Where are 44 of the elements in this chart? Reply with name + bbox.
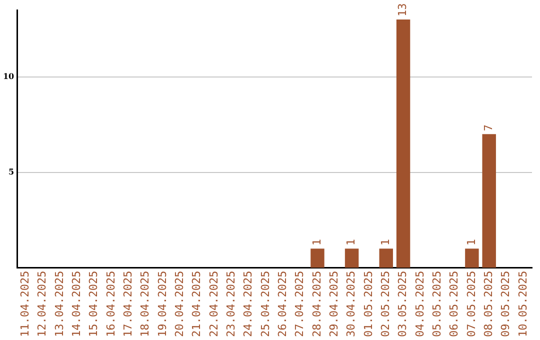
data-label: 7 bbox=[482, 124, 495, 132]
x-tick-label: 14.04.2025 bbox=[70, 270, 84, 338]
x-tick-label: 29.04.2025 bbox=[327, 270, 340, 338]
y-tick-label: 5 bbox=[8, 166, 14, 176]
data-label: 1 bbox=[464, 239, 478, 246]
x-tick-label: 23.04.2025 bbox=[224, 270, 238, 338]
x-tick-label: 09.05.2025 bbox=[499, 270, 512, 338]
x-tick-label: 30.04.2025 bbox=[344, 270, 358, 338]
bar bbox=[379, 248, 393, 268]
bar bbox=[344, 248, 359, 268]
data-label: 1 bbox=[378, 239, 392, 246]
x-tick-label: 15.04.2025 bbox=[87, 270, 100, 338]
x-tick-label: 25.04.2025 bbox=[258, 270, 272, 338]
x-tick-label: 05.05.2025 bbox=[430, 270, 444, 338]
x-tick-label: 13.04.2025 bbox=[52, 270, 66, 338]
y-tick-label: 10 bbox=[2, 70, 15, 81]
x-tick-label: 24.04.2025 bbox=[242, 270, 255, 338]
x-tick-label: 18.04.2025 bbox=[138, 270, 152, 338]
x-tick-label: 17.04.2025 bbox=[122, 270, 135, 338]
x-tick-label: 10.05.2025 bbox=[516, 270, 530, 338]
x-tick-label: 01.05.2025 bbox=[362, 270, 375, 338]
data-label: 13 bbox=[396, 3, 410, 17]
data-label: 1 bbox=[310, 239, 324, 246]
x-tick-label: 16.04.2025 bbox=[104, 270, 118, 338]
x-tick-label: 20.04.2025 bbox=[173, 270, 186, 338]
bar bbox=[396, 20, 410, 268]
bar bbox=[465, 248, 479, 268]
x-tick-label: 26.04.2025 bbox=[276, 270, 290, 338]
x-tick-label: 28.04.2025 bbox=[310, 270, 324, 338]
bar bbox=[482, 134, 496, 268]
x-tick-label: 06.05.2025 bbox=[448, 270, 461, 338]
x-tick-label: 12.04.2025 bbox=[36, 270, 49, 338]
x-tick-label: 19.04.2025 bbox=[156, 270, 169, 338]
x-tick-label: 07.05.2025 bbox=[464, 270, 478, 338]
x-tick-label: 04.05.2025 bbox=[413, 270, 426, 338]
x-tick-label: 03.05.2025 bbox=[396, 270, 410, 338]
data-label: 1 bbox=[344, 239, 358, 246]
bar bbox=[310, 248, 324, 268]
x-tick-label: 27.04.2025 bbox=[293, 270, 306, 338]
x-tick-label: 11.04.2025 bbox=[18, 270, 32, 338]
x-tick-label: 08.05.2025 bbox=[482, 270, 495, 338]
x-tick-label: 21.04.2025 bbox=[190, 270, 204, 338]
x-tick-label: 22.04.2025 bbox=[207, 270, 220, 338]
x-tick-label: 02.05.2025 bbox=[378, 270, 392, 338]
